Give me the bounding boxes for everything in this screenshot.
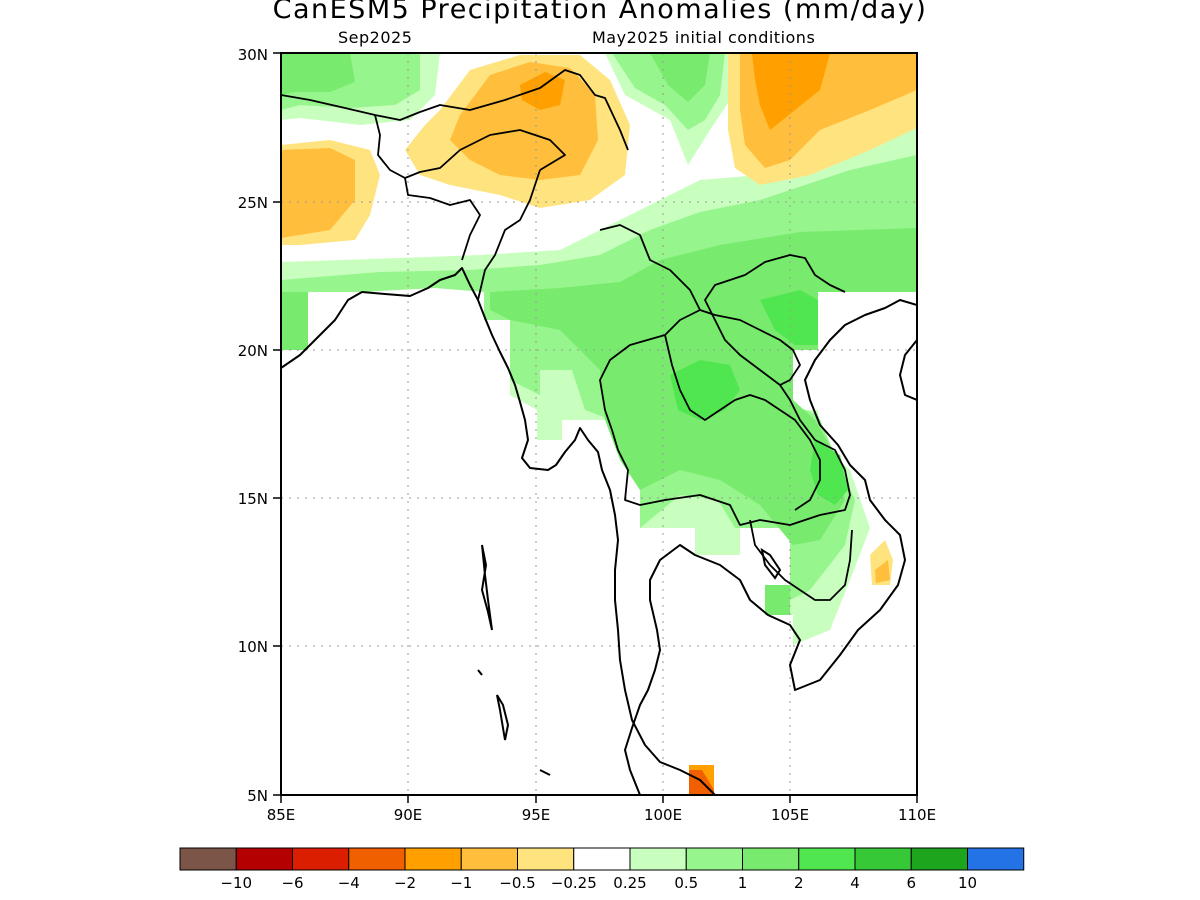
lat-axis-labels: 5N 10N 15N 20N 25N 30N <box>238 46 268 805</box>
lon-axis-labels: 85E 90E 95E 100E 105E 110E <box>267 806 936 824</box>
anomaly-shading <box>281 53 917 795</box>
colorbar-label: −6 <box>281 874 303 892</box>
anomaly-region <box>281 53 725 130</box>
lat-tick-label: 30N <box>238 46 268 64</box>
colorbar-label: 0.25 <box>613 874 646 892</box>
colorbar-swatch <box>967 847 1025 871</box>
colorbar-swatch <box>460 847 518 871</box>
lat-tick-label: 25N <box>238 194 268 212</box>
colorbar-label: −1 <box>450 874 472 892</box>
colorbar-swatch <box>573 847 631 871</box>
colorbar-swatch <box>404 847 462 871</box>
colorbar-label: −0.25 <box>551 874 597 892</box>
initial-conditions-label: May2025 initial conditions <box>592 28 816 47</box>
colorbar-swatch <box>742 847 800 871</box>
lat-tick-label: 10N <box>238 638 268 656</box>
valid-month-label: Sep2025 <box>338 28 413 47</box>
colorbar-swatch <box>854 847 912 871</box>
map-frame <box>280 52 918 796</box>
colorbar-label: 4 <box>850 874 860 892</box>
colorbar-label: 2 <box>794 874 804 892</box>
lon-tick-label: 90E <box>394 806 423 824</box>
colorbar-label: −0.5 <box>499 874 535 892</box>
country-borders <box>281 69 853 601</box>
axis-ticks <box>273 52 918 803</box>
lon-tick-label: 110E <box>898 806 936 824</box>
anomaly-region <box>281 53 710 102</box>
lat-tick-label: 20N <box>238 342 268 360</box>
map-title: CanESM5 Precipitation Anomalies (mm/day) <box>272 0 928 25</box>
lon-tick-label: 95E <box>522 806 551 824</box>
colorbar-label: 6 <box>906 874 916 892</box>
colorbar: −10 −6 −4 −2 −1 −0.5 −0.25 0.25 0.5 1 2 4 6 10 <box>179 847 1025 892</box>
lon-tick-label: 105E <box>771 806 809 824</box>
graticule <box>281 53 917 795</box>
colorbar-swatch <box>348 847 406 871</box>
colorbar-swatch <box>685 847 743 871</box>
colorbar-label: −10 <box>220 874 252 892</box>
colorbar-label: 1 <box>738 874 748 892</box>
anomaly-region <box>520 53 830 130</box>
lon-tick-label: 100E <box>644 806 682 824</box>
anomaly-region <box>281 53 917 583</box>
colorbar-swatch <box>235 847 293 871</box>
colorbar-swatch <box>292 847 350 871</box>
lon-tick-label: 85E <box>267 806 296 824</box>
colorbar-swatch <box>629 847 687 871</box>
colorbar-label: −4 <box>338 874 360 892</box>
colorbar-swatch <box>910 847 968 871</box>
colorbar-swatch <box>179 847 237 871</box>
islands <box>477 544 782 776</box>
anomaly-region <box>670 290 848 505</box>
colorbar-swatch <box>517 847 575 871</box>
coastlines <box>281 267 917 795</box>
colorbar-label: 10 <box>958 874 977 892</box>
lat-tick-label: 5N <box>247 787 268 805</box>
anomaly-region <box>281 228 917 615</box>
colorbar-label: −2 <box>394 874 416 892</box>
colorbar-label: 0.5 <box>674 874 698 892</box>
colorbar-swatch <box>798 847 856 871</box>
lat-tick-label: 15N <box>238 490 268 508</box>
